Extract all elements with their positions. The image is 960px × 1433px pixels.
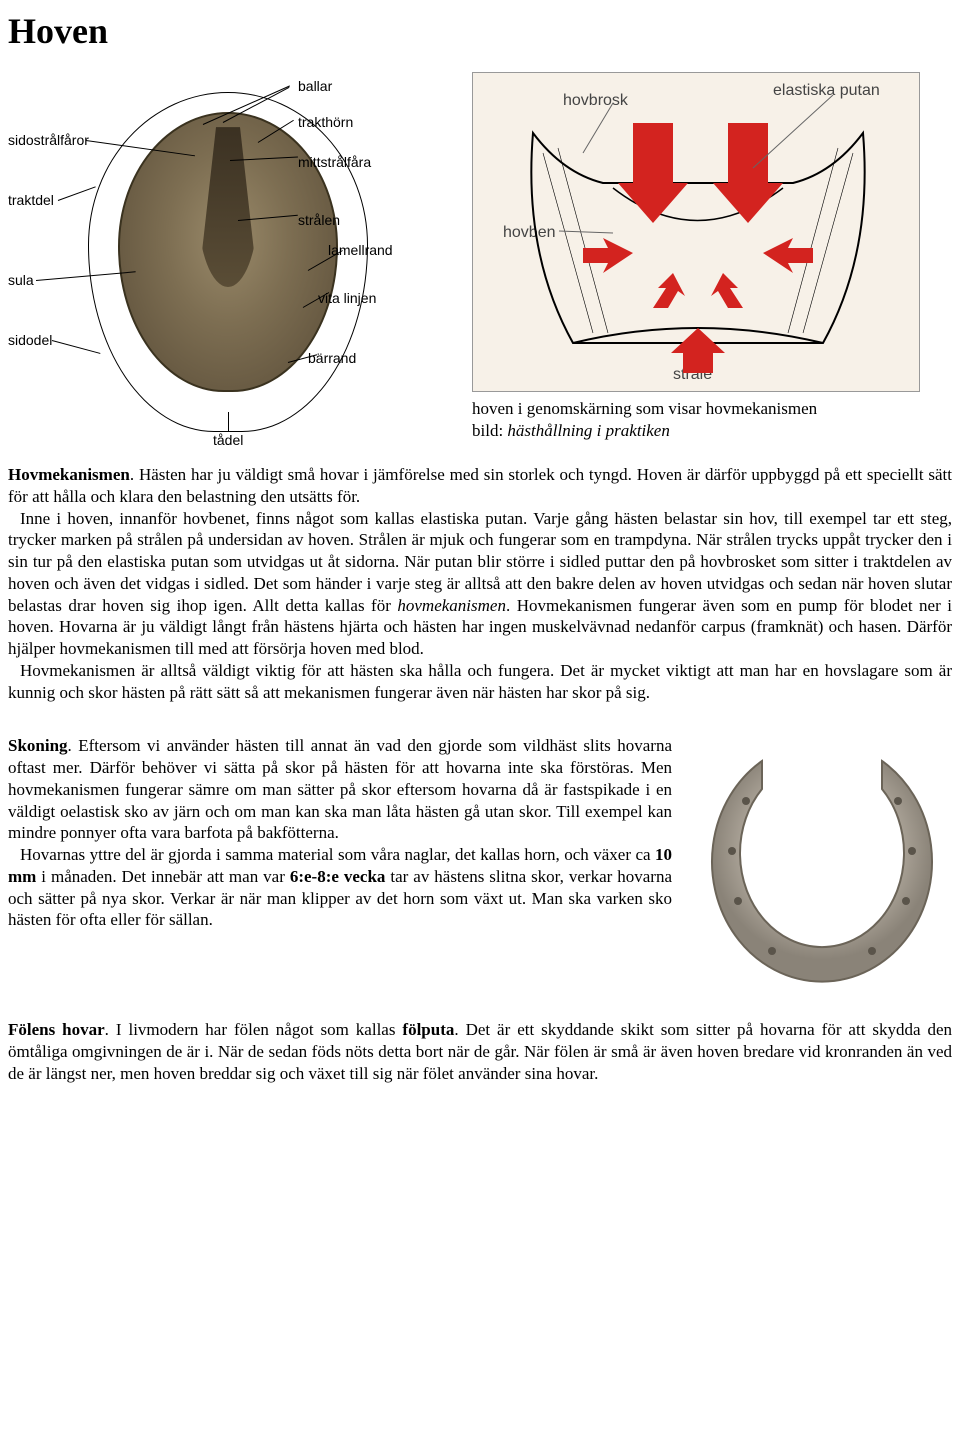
label-trakthorn: trakthörn	[298, 114, 353, 132]
section-skoning: Skoning. Eftersom vi använder hästen til…	[8, 731, 952, 991]
leader-line	[228, 412, 229, 432]
figures-row: sidostrålfåror traktdel sula sidodel bal…	[8, 72, 952, 452]
section3-heading: Fölens hovar	[8, 1020, 105, 1039]
page-title: Hoven	[8, 8, 952, 54]
section1-heading: Hovmekanismen	[8, 465, 130, 484]
section-hovmekanismen: Hovmekanismen. Hästen har ju väldigt små…	[8, 464, 952, 703]
label-ballar: ballar	[298, 78, 332, 96]
section-folens-hovar: Fölens hovar. I livmodern har fölen någo…	[8, 1019, 952, 1084]
figure-hoof-crosssection: hovbrosk elastiska putan hovben stråle	[472, 72, 932, 442]
section3-p1a: I livmodern har fölen något som kallas	[116, 1020, 403, 1039]
crosssection-svg	[473, 73, 920, 392]
section2-p2b: i månaden. Det innebär att man var	[36, 867, 290, 886]
label-tadel: tådel	[213, 432, 243, 450]
section2-p1: Eftersom vi använder hästen till annat ä…	[8, 736, 672, 842]
caption-line2-prefix: bild:	[472, 421, 507, 440]
crosssection-image: hovbrosk elastiska putan hovben stråle	[472, 72, 920, 392]
horseshoe-image	[692, 731, 952, 991]
figure-hoof-underside: sidostrålfåror traktdel sula sidodel bal…	[8, 72, 448, 452]
section1-p2-italic: hovmekanismen	[397, 596, 506, 615]
label-sula: sula	[8, 272, 34, 290]
section1-p3: Hovmekanismen är alltså väldigt viktig f…	[8, 660, 952, 704]
section2-heading: Skoning	[8, 736, 68, 755]
label-barrand: bärrand	[308, 350, 356, 368]
label-traktdel: traktdel	[8, 192, 54, 210]
section3-p1-bold: fölputa	[402, 1020, 454, 1039]
leader-line	[52, 340, 101, 354]
caption-line2-italic: hästhållning i praktiken	[507, 421, 669, 440]
section2-p2a: Hovarnas yttre del är gjorda i samma mat…	[20, 845, 655, 864]
label-sidodel: sidodel	[8, 332, 52, 350]
label-lamellrand: lamellrand	[328, 242, 393, 260]
label-stralen: strålen	[298, 212, 340, 230]
label-mittstralfara: mittstrålfåra	[298, 154, 371, 172]
label-sidostralfuror: sidostrålfåror	[8, 132, 89, 150]
leader-line	[58, 186, 96, 201]
section1-p1: Hästen har ju väldigt små hovar i jämför…	[8, 465, 952, 506]
caption-line1: hoven i genomskärning som visar hovmekan…	[472, 399, 817, 418]
section2-p2-bold2: 6:e-8:e vecka	[290, 867, 386, 886]
figure-caption: hoven i genomskärning som visar hovmekan…	[472, 398, 932, 442]
